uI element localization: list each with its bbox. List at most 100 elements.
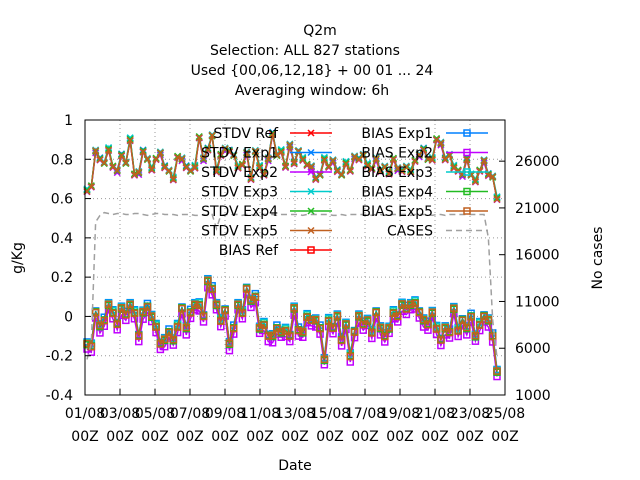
data-point [454,167,462,175]
data-point [195,301,203,310]
data-point [342,157,350,165]
x-tick-hour: 00Z [281,429,308,445]
y2-tick-label: 6000 [515,341,551,357]
data-point [117,152,126,160]
series-stdv-exp5 [83,130,501,203]
legend-label: STDV Exp4 [201,204,278,220]
legend-marker [463,207,471,215]
data-point [126,135,134,143]
series-cases [86,211,498,360]
legend-label: BIAS Exp3 [361,165,433,181]
y-tick-label: 0.4 [51,231,73,247]
data-point [100,317,109,325]
x-tick-date: 11/08 [240,406,280,422]
data-point [471,178,479,186]
data-point [161,164,169,172]
legend-marker [307,226,315,235]
data-point [269,130,277,138]
data-point [381,163,389,171]
legend-entry-bias-ref: BIAS Ref [219,243,332,259]
data-point [333,311,342,320]
data-point [109,309,117,318]
data-point [337,336,346,345]
data-point [182,164,190,172]
legend-marker [307,148,315,157]
x-tick-date: 23/08 [450,406,490,422]
legend-label: BIAS Exp1 [361,126,433,142]
title-line-3: Used {00,06,12,18} + 00 01 ... 24 [191,63,434,79]
data-point [363,316,372,324]
data-point [135,332,143,340]
data-point [320,355,329,363]
x-tick-hour: 00Z [106,429,133,445]
data-point [139,307,147,316]
series-line [86,277,498,372]
data-point [458,316,467,325]
data-point [221,145,229,153]
legend-entry-bias-exp3: BIAS Exp3 [361,165,488,181]
data-point [208,285,216,294]
x-tick-hour: 00Z [421,429,448,445]
legend-label: CASES [387,224,433,240]
legend-label: BIAS Exp4 [361,185,433,201]
data-point [143,155,151,163]
data-point [420,145,428,153]
data-point [372,308,380,317]
data-point [359,151,367,159]
data-point [152,155,160,163]
data-point [281,163,290,171]
data-point [195,132,203,141]
data-point [355,311,363,320]
data-point [122,311,130,319]
data-point [87,183,95,191]
data-point [229,324,238,333]
data-point [286,332,294,340]
data-point [389,155,397,163]
data-point [251,147,259,155]
data-point [411,157,419,165]
data-point [96,156,104,164]
data-point [260,171,268,179]
data-point [273,151,281,159]
x-tick-date: 05/08 [135,406,175,422]
data-point [208,131,216,139]
data-point [256,164,264,172]
x-tick-date: 17/08 [345,406,385,422]
data-point [351,153,359,161]
legend-label: BIAS Ref [219,243,279,259]
data-point [394,164,402,172]
data-point [92,147,100,155]
data-point [113,166,121,174]
data-point [324,317,333,325]
data-point [165,328,173,337]
x-tick-hour: 00Z [316,429,343,445]
chart-title: Q2m Selection: ALL 827 stations Used {00… [191,23,434,99]
legend-marker [307,246,315,254]
data-point [437,139,445,147]
legend-marker [463,129,471,137]
data-point [450,164,458,172]
data-point [264,332,273,340]
data-point [160,335,169,343]
x-tick-date: 19/08 [380,406,420,422]
legend-marker [307,207,315,215]
data-point [463,156,471,164]
legend-label: STDV Exp2 [201,165,278,181]
legend-marker [463,168,471,176]
legend-entry-bias-exp2: BIAS Exp2 [361,146,488,162]
plot-series [83,128,501,381]
data-point [320,156,328,164]
data-point [268,331,277,340]
data-point [325,163,333,171]
data-point [368,165,376,173]
data-point [307,316,316,325]
data-point [294,326,303,335]
legend-label: STDV Ref [213,126,279,142]
y2-tick-label: 1000 [515,388,551,404]
data-point [152,323,160,331]
data-point [277,148,285,156]
legend-entry-cases: CASES [387,224,488,240]
data-point [191,300,199,308]
data-point [445,328,454,337]
data-point [277,328,285,336]
